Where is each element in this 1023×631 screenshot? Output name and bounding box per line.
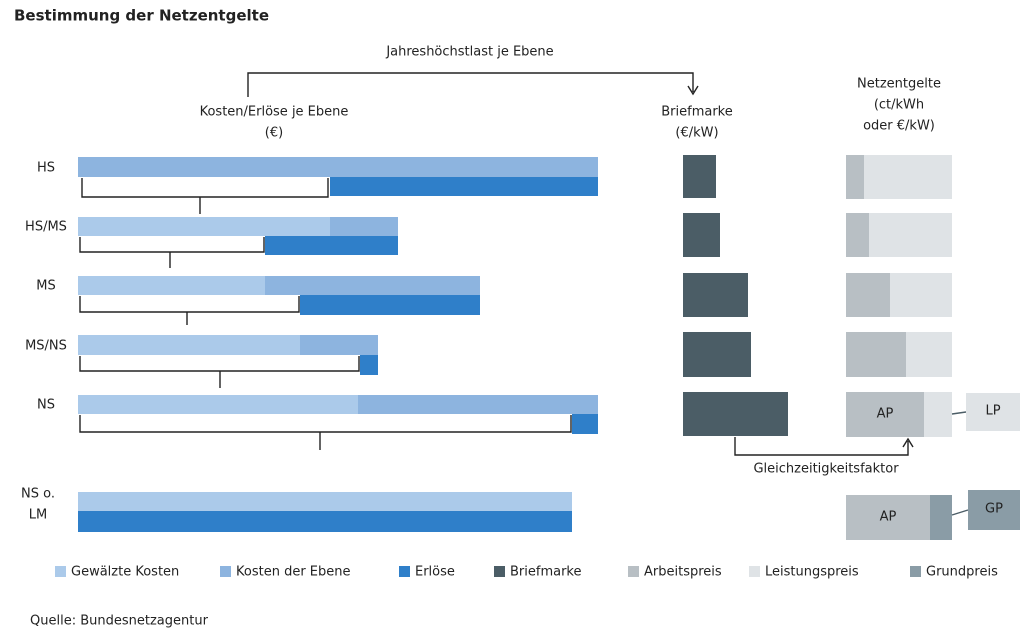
legend-label: Briefmarke — [510, 565, 582, 580]
legend-swatch — [494, 566, 505, 577]
box — [683, 332, 751, 377]
legend-swatch — [220, 566, 231, 577]
box — [683, 392, 788, 436]
factor-arrow — [734, 437, 914, 456]
legend-swatch — [910, 566, 921, 577]
column-unit: (€/kW) — [675, 126, 718, 141]
box-label: AP — [880, 510, 897, 525]
bar — [78, 511, 572, 532]
bracket — [79, 356, 360, 388]
box — [683, 273, 748, 317]
column-unit: (€) — [265, 126, 283, 141]
bar — [78, 335, 300, 355]
row-label: NS — [37, 398, 55, 413]
connector — [951, 411, 967, 415]
row-label: MS — [36, 279, 55, 294]
bar — [265, 236, 398, 255]
bar — [78, 395, 358, 414]
column-title: Briefmarke — [661, 105, 733, 120]
row-label: HS — [37, 161, 55, 176]
box — [683, 155, 716, 198]
row-label: MS/NS — [25, 339, 67, 354]
bar — [330, 177, 598, 196]
cost-bars — [78, 157, 598, 532]
legend-label: Arbeitspreis — [644, 565, 722, 580]
factor-label: Gleichzeitigkeitsfaktor — [753, 462, 899, 477]
netzentgelt-boxes — [846, 155, 1020, 540]
column-title: (ct/kWh — [874, 98, 924, 113]
bar — [300, 335, 378, 355]
bar — [572, 414, 598, 434]
legend-label: Erlöse — [415, 565, 455, 580]
box — [966, 393, 1020, 431]
bar — [78, 492, 572, 511]
bar — [330, 217, 398, 236]
box — [968, 490, 1020, 530]
bar — [300, 295, 480, 315]
brackets — [79, 178, 572, 450]
bar — [78, 276, 265, 295]
column-title: oder €/kW) — [863, 119, 935, 134]
bracket — [79, 296, 300, 325]
column-title: Kosten/Erlöse je Ebene — [200, 105, 349, 120]
bracket — [79, 237, 265, 268]
box — [683, 213, 720, 257]
legend-swatch — [55, 566, 66, 577]
legend-swatch — [628, 566, 639, 577]
row-label: NS o. — [21, 487, 55, 502]
bar — [78, 157, 598, 177]
row-labels: HS HS/MS MS MS/NS NS — [25, 161, 67, 413]
arrow-label: Jahreshöchstlast je Ebene — [385, 45, 553, 60]
box — [846, 392, 924, 437]
bar — [78, 217, 330, 236]
connector — [951, 509, 969, 516]
box-label: GP — [985, 502, 1003, 517]
legend-label: Leistungspreis — [765, 565, 859, 580]
bracket — [81, 178, 329, 214]
box-label: LP — [985, 404, 1000, 419]
legend-label: Kosten der Ebene — [236, 565, 351, 580]
legend: Gewälzte Kosten Kosten der Ebene Erlöse Bri… — [55, 565, 998, 580]
row-label: HS/MS — [25, 220, 67, 235]
box — [846, 495, 930, 540]
legend-swatch — [749, 566, 760, 577]
column-title: Netzentgelte — [857, 77, 941, 92]
bracket — [79, 415, 572, 450]
bar — [360, 355, 378, 375]
top-arrow — [247, 72, 699, 97]
box — [930, 495, 952, 540]
legend-label: Grundpreis — [926, 565, 998, 580]
box — [846, 273, 890, 317]
box — [846, 213, 869, 257]
source: Quelle: Bundesnetzagentur — [30, 614, 209, 629]
row-label: LM — [29, 508, 47, 523]
legend-swatch — [399, 566, 410, 577]
bar — [265, 276, 480, 295]
box — [846, 155, 864, 199]
bar — [358, 395, 598, 414]
legend-label: Gewälzte Kosten — [71, 565, 179, 580]
box — [846, 332, 906, 377]
briefmarke-boxes — [683, 155, 788, 436]
title: Bestimmung der Netzentgelte — [14, 7, 269, 25]
box-label: AP — [877, 407, 894, 422]
